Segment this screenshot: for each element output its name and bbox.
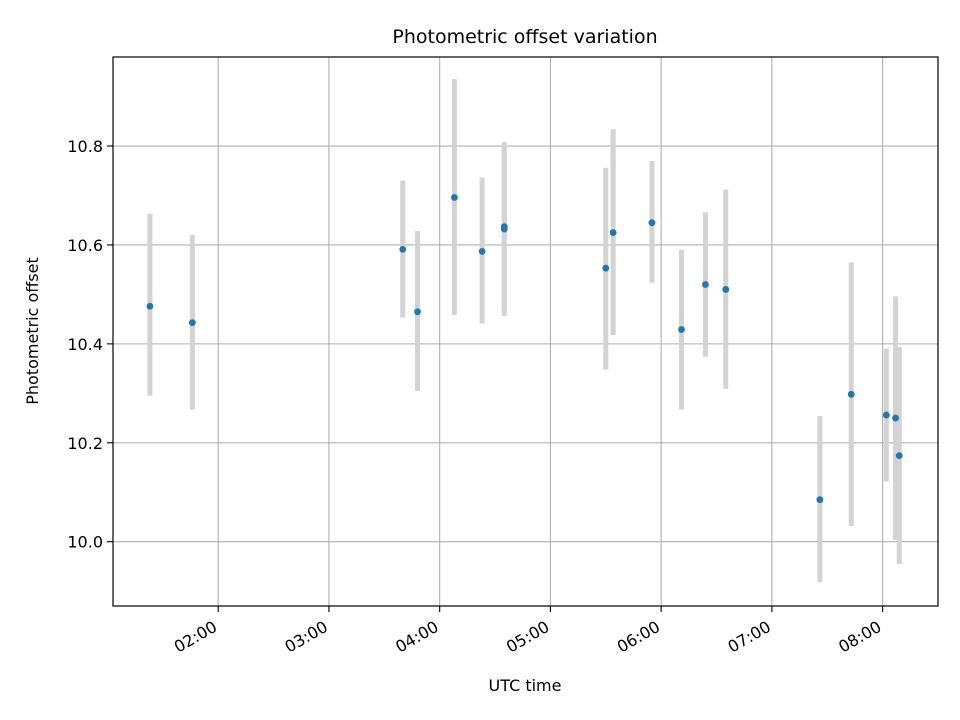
data-point	[722, 286, 730, 293]
data-point	[702, 281, 709, 288]
data-point	[188, 319, 196, 326]
plot-frame	[112, 56, 939, 607]
y-tick-label: 10.6	[67, 236, 103, 255]
data-point	[816, 496, 824, 504]
grid	[113, 57, 938, 606]
y-tick-label: 10.4	[67, 335, 103, 354]
data-point	[847, 390, 855, 398]
y-axis-ticks: 10.0 10.2 10.4 10.6 10.8	[67, 137, 113, 552]
y-axis-label: Photometric offset	[23, 257, 42, 405]
data-point	[648, 219, 656, 227]
data-point	[678, 326, 685, 333]
data-point	[414, 308, 421, 316]
y-tick-label: 10.0	[67, 533, 103, 552]
y-tick-label: 10.8	[67, 137, 103, 156]
data-point	[895, 452, 903, 460]
data-point	[882, 411, 890, 419]
data-point	[478, 247, 486, 255]
data-point	[451, 194, 458, 201]
data-point	[892, 414, 899, 422]
data-point	[146, 302, 154, 310]
data-point	[609, 229, 617, 236]
data-points	[146, 194, 903, 504]
chart-title: Photometric offset variation	[392, 26, 657, 48]
data-point	[602, 264, 610, 272]
data-point	[500, 223, 508, 231]
data-point	[399, 245, 407, 253]
x-axis-label: UTC time	[489, 676, 562, 695]
y-tick-label: 10.2	[67, 434, 103, 453]
